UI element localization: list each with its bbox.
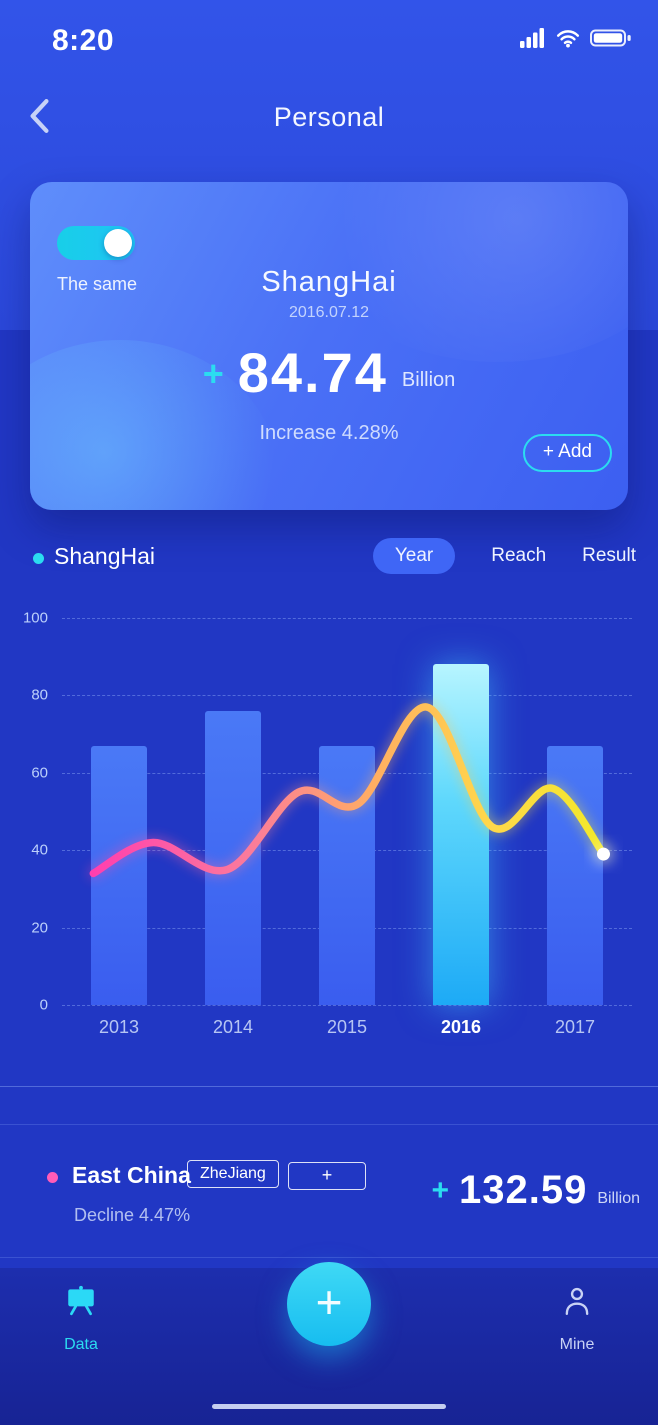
y-tick-100: 100 xyxy=(22,609,48,627)
toggle-label: The same xyxy=(57,274,138,294)
status-time: 8:20 xyxy=(52,24,115,57)
card-date: 2016.07.12 xyxy=(288,304,370,321)
chart-tabs: Year Reach Result xyxy=(372,538,636,574)
x-tick-2016: 2016 xyxy=(440,1017,482,1037)
presentation-board-icon xyxy=(68,1285,94,1316)
x-tick-2015: 2015 xyxy=(326,1017,368,1037)
legend-label: ShangHai xyxy=(54,543,156,569)
home-indicator[interactable] xyxy=(212,1404,446,1409)
x-tick-2017: 2017 xyxy=(554,1017,596,1037)
add-button[interactable]: + Add xyxy=(522,434,612,472)
plus-sign: + xyxy=(202,352,224,394)
amount-value: 84.74 xyxy=(237,341,388,404)
divider xyxy=(0,1257,658,1258)
amount-unit: Billion xyxy=(401,369,456,391)
tab-year[interactable]: Year xyxy=(372,538,456,574)
region-amount-value: 132.59 xyxy=(458,1168,588,1212)
legend-dot xyxy=(33,553,44,564)
tab-reach[interactable]: Reach xyxy=(491,545,547,566)
region-name: East China xyxy=(72,1162,191,1188)
y-tick-40: 40 xyxy=(31,841,48,859)
wifi-icon xyxy=(556,29,580,47)
y-tick-20: 20 xyxy=(31,919,48,937)
chart-x-axis: 2013 2014 2015 2016 2017 xyxy=(62,1017,632,1047)
gridline xyxy=(62,1005,632,1006)
chart-plot xyxy=(62,618,632,1006)
page-title: Personal xyxy=(273,102,385,132)
region-change-text: Decline 4.47% xyxy=(74,1205,191,1225)
region-add-button[interactable]: + xyxy=(288,1162,366,1190)
region-amount-unit: Billion xyxy=(597,1189,640,1207)
fab-plus-icon: + xyxy=(315,1276,343,1328)
region-dot xyxy=(47,1172,58,1183)
signal-icon xyxy=(520,28,544,48)
fab-add-button[interactable]: + xyxy=(287,1262,371,1346)
same-toggle[interactable] xyxy=(57,226,135,260)
card-city: ShangHai xyxy=(261,266,397,298)
chart-y-axis: 0 20 40 60 80 100 xyxy=(8,610,52,1014)
region-tag-button[interactable]: ZheJiang xyxy=(187,1160,279,1188)
x-tick-2014: 2014 xyxy=(212,1017,254,1037)
status-icons xyxy=(520,28,632,48)
y-tick-0: 0 xyxy=(39,996,48,1014)
summary-card: The same ShangHai 2016.07.12 + 84.74 Bil… xyxy=(30,182,628,510)
change-text: Increase 4.28% xyxy=(259,422,399,444)
bar-2013[interactable] xyxy=(91,745,147,1005)
bar-2014[interactable] xyxy=(205,710,261,1005)
nav-item-mine[interactable]: Mine xyxy=(545,1285,609,1354)
nav-label-data: Data xyxy=(64,1336,98,1353)
divider xyxy=(0,1124,658,1125)
nav-label-mine: Mine xyxy=(559,1336,595,1353)
battery-icon xyxy=(590,29,631,47)
revenue-chart: 0 20 40 60 80 100 2013 2014 2015 2016 2017 xyxy=(0,600,658,1060)
amount-row: + 84.74 Billion xyxy=(30,340,628,405)
y-tick-60: 60 xyxy=(31,764,48,782)
divider xyxy=(0,1086,658,1087)
plus-sign: + xyxy=(431,1173,449,1207)
gridline xyxy=(62,695,632,697)
trend-line xyxy=(88,702,616,879)
y-tick-80: 80 xyxy=(31,686,48,704)
back-button[interactable] xyxy=(28,98,50,134)
gridline xyxy=(62,618,632,619)
person-icon xyxy=(565,1287,589,1316)
nav-item-data[interactable]: Data xyxy=(49,1285,113,1354)
x-tick-2013: 2013 xyxy=(98,1017,140,1037)
tab-result[interactable]: Result xyxy=(582,545,636,566)
region-amount: + 132.59 Billion xyxy=(431,1168,640,1213)
